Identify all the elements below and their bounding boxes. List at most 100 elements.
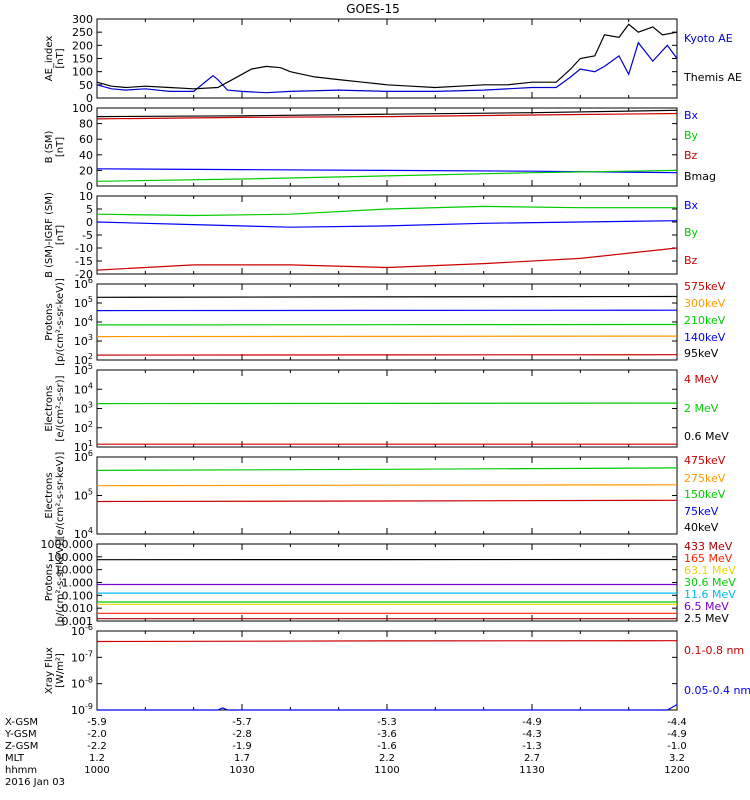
series-line-300kev: [96, 335, 678, 338]
y-tick-label: 104: [74, 526, 93, 541]
y-axis-label: B (SM): [44, 130, 55, 163]
y-axis-label: [W/m²]: [55, 653, 66, 688]
footer-value: -1.6: [377, 741, 397, 752]
legend-entry: By: [684, 129, 699, 142]
series-line-150kev: [96, 467, 678, 471]
y-tick-label: 10-9: [71, 702, 93, 717]
y-tick-label: 200: [72, 39, 93, 52]
y-tick-label: 10-6: [71, 623, 93, 638]
footer-value: -2.8: [232, 729, 252, 740]
legend-entry: 2 MeV: [684, 402, 719, 415]
y-tick-label: 1000.000: [41, 538, 94, 551]
y-tick-label: 100.000: [48, 551, 94, 564]
legend-entry: 95keV: [684, 347, 719, 360]
y-tick-label: 102: [74, 420, 93, 435]
y-axis-label: [e/(cm²-s-sr)]: [55, 375, 66, 441]
series-line-95kev: [96, 295, 678, 298]
legend-entry: Bz: [684, 149, 698, 162]
panel-8: 10-9 10-8 10-7 10-6 Xray Flux [W/m²] 0.1-0.8 n…: [44, 623, 750, 717]
series-line-bz: [96, 247, 678, 271]
y-tick-label: 60: [79, 133, 93, 146]
footer-value: -4.9: [522, 717, 542, 728]
y-axis-label: Protons: [44, 564, 55, 601]
footer-value: -5.7: [232, 717, 252, 728]
y-tick-label: 101: [74, 439, 93, 454]
panel-6: 104 105 106 Electrons [e/(cm²-s-sr-keV)] 475k…: [44, 449, 726, 541]
footer-value: -1.9: [232, 741, 252, 752]
legend-entry: 6.5 MeV: [684, 600, 729, 613]
footer-value: -3.6: [377, 729, 397, 740]
series-line-kyoto-ae: [96, 41, 678, 94]
series-line-475kev: [96, 499, 678, 503]
y-axis-label: Xray Flux: [44, 647, 55, 694]
y-axis-label: [nT]: [55, 48, 66, 68]
legend-entry: By: [684, 226, 699, 239]
y-axis-label: [p/(cm²-s-sr-keV)]: [55, 539, 66, 627]
legend-entry: 0.6 MeV: [684, 430, 729, 443]
footer-value: 2.2: [379, 753, 395, 764]
panel-4: 102 103 104 105 106 Protons [p/(cm²-s-sr-keV)]…: [44, 276, 726, 367]
y-tick-label: 104: [74, 381, 93, 396]
footer-value: -2.2: [87, 741, 107, 752]
y-axis-label: [p/(cm²-s-sr-keV)]: [55, 278, 66, 366]
footer-row-label: 2016 Jan 03: [5, 777, 65, 788]
y-tick-label: 80: [79, 118, 93, 131]
footer-value: -4.9: [667, 729, 687, 740]
footer-row-label: Y-GSM: [4, 729, 37, 740]
plot-title: GOES-15: [346, 2, 400, 16]
legend-entry: Kyoto AE: [684, 32, 733, 45]
y-tick-label: 106: [74, 276, 93, 291]
y-tick-label: 50: [79, 79, 93, 92]
legend-entry: 300keV: [684, 297, 726, 310]
legend-entry: Bmag: [684, 170, 716, 183]
y-tick-label: 10-7: [71, 649, 93, 664]
footer-value: -5.3: [377, 717, 397, 728]
panel-5: 101 102 103 104 105 Electrons [e/(cm²-s-sr)] 4 …: [44, 362, 729, 454]
y-tick-label: -20: [75, 268, 93, 281]
series-line-0-05-0-4-nm: [97, 704, 678, 711]
legend-entry: Bx: [684, 199, 699, 212]
legend-entry: 0.05-0.4 nm: [684, 684, 750, 697]
footer-value: 1200: [664, 765, 689, 776]
y-tick-label: 105: [74, 295, 93, 310]
y-tick-label: -10: [75, 242, 93, 255]
y-axis-label: [nT]: [55, 137, 66, 157]
legend-entry: 11.6 MeV: [684, 588, 736, 601]
legend-entry: 475keV: [684, 454, 726, 467]
series-line-bz: [96, 112, 678, 120]
y-tick-label: 100: [72, 66, 93, 79]
y-tick-label: 0: [86, 92, 93, 105]
y-tick-label: 105: [74, 488, 93, 503]
panel-7: 0.0010.0100.1001.00010.000100.0001000.00…: [41, 538, 737, 628]
legend-entry: 40keV: [684, 521, 719, 534]
legend-entry: Bx: [684, 109, 699, 122]
legend-entry: 63.1 MeV: [684, 564, 736, 577]
series-line-by: [96, 205, 677, 217]
series-line-0-1-0-8-nm: [96, 640, 678, 643]
y-tick-label: 250: [72, 26, 93, 39]
footer-value: 1100: [374, 765, 399, 776]
footer-value: 2.7: [524, 753, 540, 764]
legend-entry: Themis AE: [683, 71, 742, 84]
footer-value: 1030: [229, 765, 254, 776]
legend-entry: 275keV: [684, 472, 726, 485]
panel-frame: [96, 543, 678, 622]
panel-2: 0 20 40 60 80 100 B (SM) [nT] Bx By Bz Bmag: [44, 102, 716, 193]
series-line-bx: [96, 220, 678, 228]
y-tick-label: -5: [82, 229, 93, 242]
y-tick-label: 105: [74, 362, 93, 377]
y-tick-label: 150: [72, 53, 93, 66]
series-line-themis-ae: [96, 23, 678, 90]
footer-row-label: hhmm: [5, 765, 37, 776]
y-tick-label: 40: [79, 149, 93, 162]
y-tick-label: 10.000: [55, 564, 94, 577]
y-tick-label: 10-8: [71, 676, 93, 691]
y-axis-label: Electrons: [44, 472, 55, 518]
footer-value: -2.0: [87, 729, 107, 740]
y-tick-label: 20: [79, 164, 93, 177]
panel-frame: [96, 18, 678, 99]
